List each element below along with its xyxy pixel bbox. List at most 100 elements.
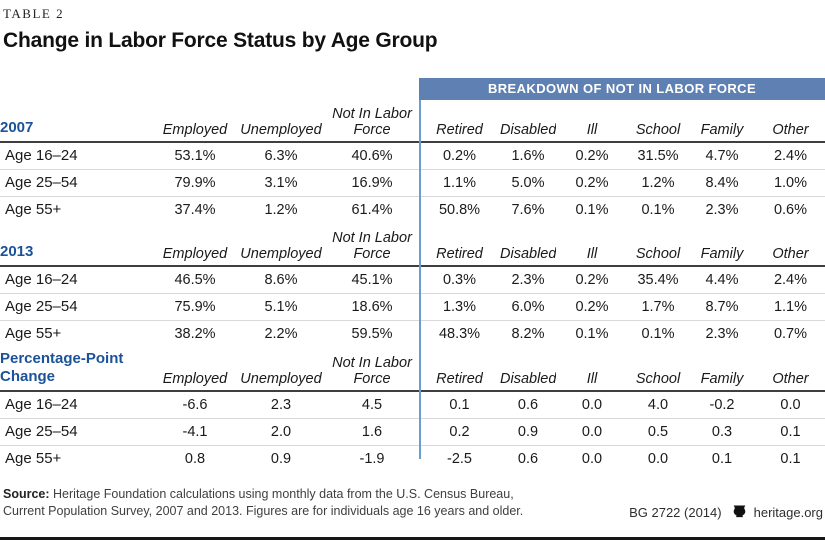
column-header: Other — [756, 223, 825, 267]
source-label: Source: — [3, 487, 50, 501]
row-label: Age 25–54 — [0, 293, 153, 321]
data-cell: 0.3 — [688, 418, 756, 446]
table-row: Age 25–54 75.9% 5.1% 18.6% 1.3% 6.0% 0.2% 1.7% 8… — [0, 293, 825, 321]
data-cell: 2.0 — [237, 418, 325, 446]
data-cell: 0.6 — [517, 450, 539, 467]
data-cell: 8.7% — [688, 293, 756, 321]
data-cell: 1.2% — [264, 201, 298, 218]
breakdown-banner: BREAKDOWN OF NOT IN LABOR FORCE — [419, 78, 825, 100]
data-cell: 0.0 — [647, 450, 669, 467]
column-header: Employed — [153, 100, 237, 143]
data-cell: 79.9% — [153, 169, 237, 197]
data-cell: 0.2 — [419, 418, 500, 446]
column-header: Not In Labor Force — [325, 100, 419, 143]
table-section-percentage-point-change: Percentage-Point Change Employed Unemploye… — [0, 347, 825, 472]
table-row: Age 55+ 0.8 0.9 -1.9 -2.5 0.6 0.0 0.0 0.1 0.1 — [0, 445, 825, 472]
section-label: Percentage-Point Change — [0, 347, 153, 392]
row-label: Age 25–54 — [0, 169, 153, 197]
data-cell: 0.1 — [780, 450, 801, 467]
publication-code: BG 2722 (2014) — [629, 504, 722, 520]
column-header: Retired — [419, 223, 500, 267]
data-cell: 1.2% — [628, 169, 688, 197]
source-note: Source: Heritage Foundation calculations… — [3, 486, 523, 520]
table-label: TABLE 2 — [3, 6, 65, 21]
data-cell: 1.6% — [500, 142, 556, 170]
data-cell: 2.3% — [705, 325, 739, 342]
data-cell: 4.5 — [325, 391, 419, 419]
data-cell: 35.4% — [628, 266, 688, 294]
table-row: Age 25–54 79.9% 3.1% 16.9% 1.1% 5.0% 0.2% 1.2% 8… — [0, 169, 825, 197]
data-cell: 0.2% — [556, 169, 628, 197]
data-cell: 1.0% — [756, 169, 825, 197]
data-cell: 48.3% — [438, 325, 481, 342]
column-header: School — [628, 100, 688, 143]
section-label: 2007 — [0, 100, 153, 143]
row-label: Age 55+ — [5, 325, 62, 343]
data-cell: 2.3% — [500, 266, 556, 294]
data-cell: -6.6 — [153, 391, 237, 419]
data-cell: 0.2% — [556, 293, 628, 321]
vertical-divider — [419, 99, 421, 459]
data-cell: 45.1% — [325, 266, 419, 294]
table-row: Age 55+ 37.4% 1.2% 61.4% 50.8% 7.6% 0.1% 0.1% 2.… — [0, 196, 825, 223]
data-cell: 38.2% — [174, 325, 216, 342]
data-cell: 0.6 — [500, 391, 556, 419]
data-cell: 0.2% — [556, 266, 628, 294]
data-cell: 6.0% — [500, 293, 556, 321]
row-label: Age 16–24 — [0, 391, 153, 419]
data-cell: 1.1% — [756, 293, 825, 321]
data-cell: 4.7% — [688, 142, 756, 170]
table-section-2007: 2007 Employed Unemployed Not In Labor Force… — [0, 100, 825, 223]
source-line-2: Current Population Survey, 2007 and 2013… — [3, 503, 524, 518]
column-header: Ill — [556, 100, 628, 143]
column-header: Employed — [153, 223, 237, 267]
data-cell: 2.4% — [756, 142, 825, 170]
data-cell: 0.1% — [641, 325, 675, 342]
data-cell: 53.1% — [153, 142, 237, 170]
data-cell: 8.6% — [237, 266, 325, 294]
column-header: Employed — [153, 347, 237, 392]
data-cell: 46.5% — [153, 266, 237, 294]
row-label: Age 55+ — [5, 450, 62, 468]
column-header: Disabled — [500, 347, 556, 392]
data-cell: 61.4% — [351, 201, 393, 218]
column-header: School — [628, 223, 688, 267]
footer: Source: Heritage Foundation calculations… — [0, 486, 825, 520]
data-cell: 8.2% — [511, 325, 545, 342]
column-header: Family — [688, 347, 756, 392]
data-cell: 3.1% — [237, 169, 325, 197]
table-row: Age 16–24 -6.6 2.3 4.5 0.1 0.6 0.0 4.0 -0.2 0.0 — [0, 391, 825, 419]
table-row: Age 25–54 -4.1 2.0 1.6 0.2 0.9 0.0 0.5 0.3 0.1 — [0, 418, 825, 446]
data-cell: 4.0 — [628, 391, 688, 419]
data-cell: 1.1% — [419, 169, 500, 197]
column-header: Not In Labor Force — [325, 223, 419, 267]
data-cell: 7.6% — [511, 201, 545, 218]
data-cell: 18.6% — [325, 293, 419, 321]
data-cell: 2.4% — [756, 266, 825, 294]
data-cell: 1.3% — [419, 293, 500, 321]
data-cell: 0.9 — [270, 450, 292, 467]
column-header: Other — [756, 347, 825, 392]
data-cell: 1.7% — [628, 293, 688, 321]
data-cell: 0.0 — [556, 418, 628, 446]
data-cell: 2.2% — [264, 325, 298, 342]
page-title: Change in Labor Force Status by Age Grou… — [3, 29, 438, 52]
data-cell: 5.0% — [500, 169, 556, 197]
data-cell: 75.9% — [153, 293, 237, 321]
data-cell: 2.3% — [705, 201, 739, 218]
publication-info: BG 2722 (2014) heritage.org — [629, 505, 823, 520]
data-cell: 0.3% — [419, 266, 500, 294]
data-cell: 1.6 — [325, 418, 419, 446]
data-cell: 0.0 — [556, 391, 628, 419]
table-area: BREAKDOWN OF NOT IN LABOR FORCE 2007 Empl… — [0, 78, 825, 472]
data-cell: 8.4% — [688, 169, 756, 197]
data-cell: 0.2% — [419, 142, 500, 170]
data-cell: 0.1% — [641, 201, 675, 218]
column-header: Unemployed — [237, 223, 325, 267]
data-cell: -2.5 — [447, 450, 472, 467]
column-header: School — [628, 347, 688, 392]
column-header: Disabled — [500, 223, 556, 267]
data-cell: 2.3 — [237, 391, 325, 419]
data-cell: 0.1% — [575, 201, 609, 218]
column-header: Retired — [419, 100, 500, 143]
